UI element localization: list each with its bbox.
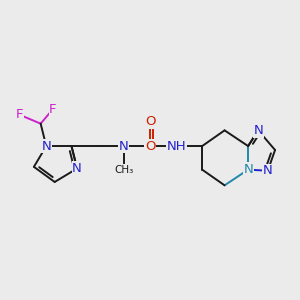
- Text: CH₃: CH₃: [114, 165, 133, 175]
- Text: N: N: [41, 140, 51, 153]
- Text: N: N: [254, 124, 263, 137]
- Text: NH: NH: [167, 140, 186, 153]
- Text: N: N: [243, 163, 253, 176]
- Text: O: O: [145, 116, 155, 128]
- Text: N: N: [263, 164, 273, 177]
- Text: O: O: [145, 140, 155, 153]
- Text: F: F: [49, 103, 57, 116]
- Text: N: N: [119, 140, 128, 153]
- Text: N: N: [72, 162, 82, 175]
- Text: F: F: [16, 108, 23, 121]
